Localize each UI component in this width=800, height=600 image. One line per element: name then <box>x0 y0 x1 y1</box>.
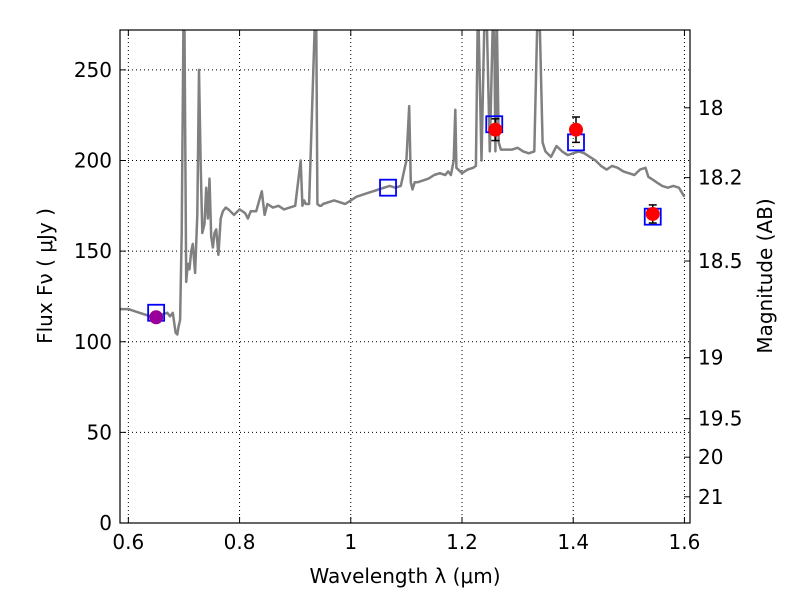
y2-tick-label: 19 <box>698 346 723 370</box>
y-axis-left: 0 50 100 150 200 250 <box>74 58 126 535</box>
x-tick-label: 1 <box>344 530 357 554</box>
y-axis-title: Flux Fν ( μJy ) <box>33 208 57 344</box>
y-tick-label: 150 <box>74 239 112 263</box>
x-tick-label: 1.2 <box>446 530 478 554</box>
y-tick-label: 50 <box>87 420 112 444</box>
y2-axis-title: Magnitude (AB) <box>753 198 777 353</box>
observed-point <box>645 206 660 221</box>
plot-frame <box>119 29 691 524</box>
y-tick-label: 200 <box>74 149 112 173</box>
y2-tick-label: 21 <box>698 485 723 509</box>
y-tick-label: 0 <box>99 511 112 535</box>
spectrum-line <box>120 30 686 336</box>
y2-tick-label: 18.5 <box>698 249 743 273</box>
observed-point <box>488 122 503 137</box>
observed-point <box>149 310 164 325</box>
observed-point <box>569 122 583 137</box>
x-tick-label: 1.6 <box>669 530 701 554</box>
x-axis-title: Wavelength λ (μm) <box>309 564 500 588</box>
plot-area <box>120 30 690 524</box>
y2-tick-label: 18 <box>698 96 723 120</box>
y2-tick-label: 18.2 <box>698 166 743 190</box>
y2-tick-label: 20 <box>698 445 723 469</box>
y-tick-label: 250 <box>74 58 112 82</box>
y-tick-label: 100 <box>74 330 112 354</box>
x-tick-label: 0.8 <box>224 530 256 554</box>
x-axis: 0.6 0.8 1 1.2 1.4 1.6 <box>112 30 700 554</box>
y-axis-right: 18 18.2 18.5 19 19.5 20 21 <box>684 96 743 509</box>
y2-tick-label: 19.5 <box>698 407 743 431</box>
x-tick-label: 1.4 <box>557 530 589 554</box>
x-tick-label: 0.6 <box>112 530 144 554</box>
model-point <box>379 178 397 197</box>
